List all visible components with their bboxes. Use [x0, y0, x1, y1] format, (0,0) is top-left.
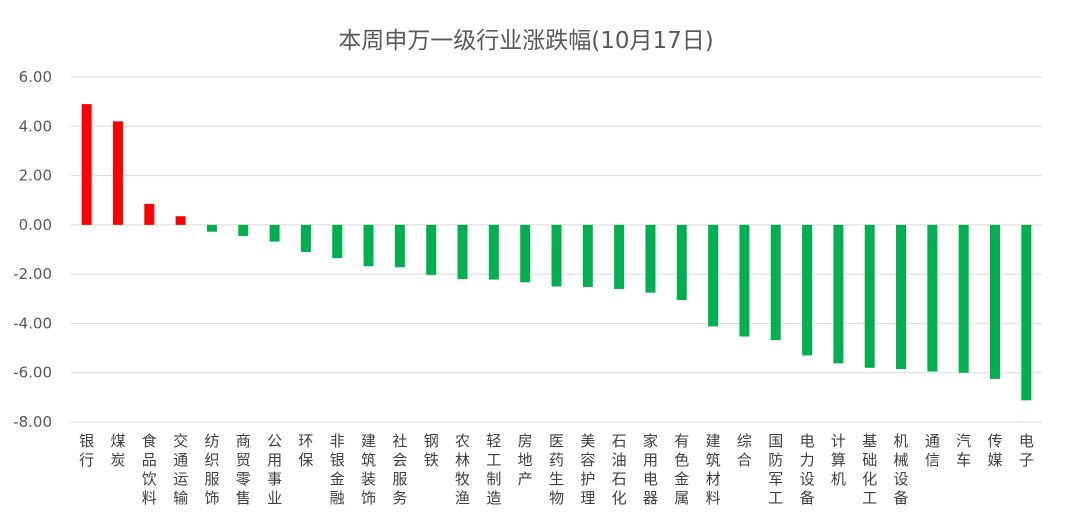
- bar: [300, 224, 311, 252]
- x-tick-label: 建筑装饰: [361, 432, 376, 507]
- x-tick-label: 纺织服饰: [204, 432, 219, 507]
- bar: [770, 224, 781, 341]
- bar: [864, 224, 875, 368]
- x-tick-label: 钢铁: [424, 432, 439, 469]
- bar: [144, 203, 155, 225]
- bar: [614, 224, 625, 289]
- bar: [488, 224, 499, 280]
- x-tick-label: 家用电器: [643, 432, 658, 507]
- y-tick-label: -6.00: [13, 364, 52, 382]
- x-tick-label: 有色金属: [674, 432, 689, 507]
- x-tick-label: 传媒: [988, 432, 1003, 469]
- x-tick-label: 环保: [298, 432, 313, 469]
- bar: [551, 224, 562, 287]
- bar: [1021, 224, 1032, 401]
- bar: [457, 224, 468, 280]
- bar: [426, 224, 437, 275]
- chart-title: 本周申万一级行业涨跌幅(10月17日): [338, 28, 713, 54]
- bar: [582, 224, 593, 287]
- x-tick-label: 综合: [737, 432, 752, 469]
- x-tick-label: 社会服务: [392, 432, 407, 507]
- x-tick-label: 电子: [1019, 432, 1034, 469]
- x-tick-label: 交通运输: [173, 432, 188, 507]
- bar: [927, 224, 938, 372]
- x-tick-label: 商贸零售: [236, 432, 251, 507]
- bar: [332, 224, 343, 259]
- bar: [175, 216, 186, 225]
- x-tick-label: 美容护理: [580, 432, 595, 507]
- x-tick-label: 国防军工: [768, 432, 783, 507]
- y-tick-label: 0.00: [19, 216, 52, 234]
- x-tick-label: 通信: [925, 432, 940, 469]
- x-tick-label: 农林牧渔: [455, 432, 470, 507]
- x-tick-label: 轻工制造: [486, 432, 501, 507]
- bar: [269, 224, 280, 242]
- bars: [81, 104, 1032, 401]
- x-tick-label: 食品饮料: [142, 432, 157, 507]
- bar: [739, 224, 750, 337]
- y-tick-label: 6.00: [19, 68, 52, 86]
- y-tick-label: -8.00: [13, 413, 52, 431]
- y-axis-ticks: 6.00 4.00 2.00 0.00 -2.00 -4.00 -6.00 -8.00: [13, 68, 52, 431]
- x-tick-label: 基础化工: [862, 432, 877, 507]
- bar: [206, 224, 217, 232]
- x-tick-label: 计算机: [831, 432, 846, 488]
- bar: [645, 224, 656, 293]
- x-tick-label: 石油石化: [612, 432, 627, 507]
- bar: [81, 104, 92, 225]
- x-tick-label: 建筑材料: [706, 432, 721, 507]
- y-tick-label: -2.00: [13, 265, 52, 283]
- bar: [990, 224, 1001, 379]
- x-tick-label: 机械设备: [894, 432, 909, 507]
- x-tick-label: 医药生物: [549, 432, 564, 507]
- x-tick-label: 汽车: [956, 432, 971, 469]
- x-tick-label: 银行: [79, 432, 94, 469]
- bar: [833, 224, 844, 364]
- y-tick-label: 2.00: [19, 167, 52, 185]
- bar: [238, 224, 249, 236]
- bar: [676, 224, 687, 301]
- x-tick-label: 公用事业: [267, 432, 282, 507]
- y-tick-label: 4.00: [19, 117, 52, 135]
- x-tick-label: 房地产: [518, 432, 533, 488]
- bar: [802, 224, 813, 356]
- bar: [520, 224, 531, 283]
- x-tick-label: 非银金融: [330, 432, 345, 507]
- bar: [896, 224, 907, 370]
- bar: [708, 224, 719, 327]
- bar: [363, 224, 374, 267]
- bar: [112, 121, 123, 225]
- y-tick-label: -4.00: [13, 314, 52, 332]
- x-tick-label: 煤炭: [110, 432, 125, 469]
- x-tick-label: 电力设备: [800, 432, 815, 507]
- bar: [958, 224, 969, 373]
- bar: [394, 224, 405, 268]
